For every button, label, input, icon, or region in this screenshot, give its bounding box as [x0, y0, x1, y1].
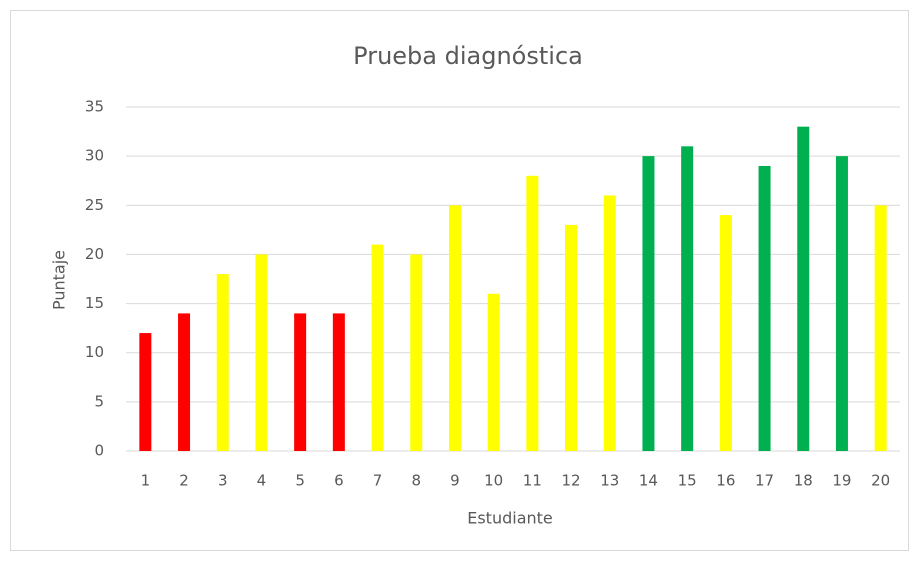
chart-title: Prueba diagnóstica [353, 42, 583, 70]
x-tick-label: 1 [141, 472, 151, 490]
x-tick-label: 20 [871, 472, 890, 490]
bar [178, 313, 191, 451]
bar [797, 126, 810, 452]
bar [681, 146, 694, 452]
x-tick-label: 7 [373, 472, 383, 490]
x-tick-label: 19 [832, 472, 851, 490]
bar [758, 165, 771, 451]
bar [139, 333, 152, 451]
x-tick-label: 6 [334, 472, 344, 490]
x-tick-label: 17 [755, 472, 774, 490]
x-tick-label: 14 [639, 472, 658, 490]
bar [255, 254, 268, 451]
y-tick-label: 30 [85, 147, 104, 165]
y-tick-label: 10 [85, 343, 104, 361]
bar [565, 224, 578, 451]
y-tick-label: 20 [85, 245, 104, 263]
x-tick-label: 2 [179, 472, 189, 490]
x-tick-label: 18 [794, 472, 813, 490]
bar [216, 274, 229, 451]
bar [642, 156, 655, 451]
bar [835, 156, 848, 451]
bar [603, 195, 616, 451]
x-tick-label: 10 [484, 472, 503, 490]
x-tick-label: 8 [411, 472, 421, 490]
x-tick-label: 13 [600, 472, 619, 490]
bar [487, 293, 500, 451]
x-tick-label: 3 [218, 472, 228, 490]
y-tick-label: 15 [85, 294, 104, 312]
x-tick-label: 16 [716, 472, 735, 490]
bar [874, 205, 887, 451]
x-tick-label: 11 [523, 472, 542, 490]
x-axis-label: Estudiante [467, 509, 553, 528]
x-tick-label: 12 [562, 472, 581, 490]
x-tick-label: 5 [295, 472, 305, 490]
bar [294, 313, 307, 451]
bar [448, 205, 461, 451]
bar [371, 244, 384, 451]
bar [526, 175, 539, 452]
x-tick-label: 15 [678, 472, 697, 490]
y-axis-label: Puntaje [50, 250, 69, 310]
y-tick-label: 25 [85, 196, 104, 214]
x-tick-label: 9 [450, 472, 460, 490]
y-tick-label: 5 [94, 392, 104, 410]
y-tick-label: 0 [94, 442, 104, 460]
bar [719, 215, 732, 451]
bar [410, 254, 423, 451]
y-tick-label: 35 [85, 98, 104, 116]
x-tick-label: 4 [257, 472, 267, 490]
bar [332, 313, 345, 451]
